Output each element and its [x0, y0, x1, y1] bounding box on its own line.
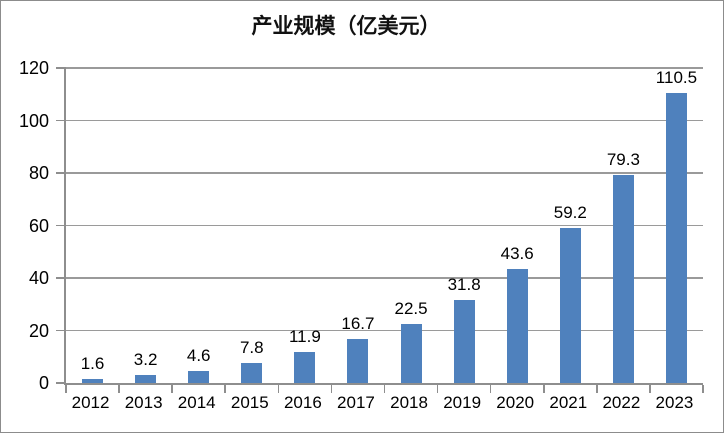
y-axis-tick-80 — [56, 172, 66, 174]
x-axis-tick-label-2014: 2014 — [177, 393, 216, 412]
bar-value-label-2022: 79.3 — [606, 149, 640, 169]
x-axis-tick-label-2012: 2012 — [71, 393, 110, 412]
x-axis-tick-label-2016: 2016 — [283, 393, 322, 412]
x-axis-tick — [596, 385, 598, 393]
bar-2022 — [612, 174, 634, 383]
y-axis-tick-label: 120 — [18, 58, 49, 78]
x-axis-tick-label-2015: 2015 — [230, 393, 269, 412]
x-axis-tick-label-2017: 2017 — [337, 393, 375, 412]
y-axis-tick-60 — [56, 224, 66, 227]
bar-2014 — [188, 370, 210, 383]
x-axis-tick — [65, 385, 67, 393]
bar-value-label-2015: 7.8 — [239, 337, 264, 357]
x-axis-tick-label-2022: 2022 — [602, 393, 641, 412]
y-axis-tick-20 — [56, 329, 66, 332]
bar-value-label-2018: 22.5 — [394, 298, 428, 318]
x-axis-tick — [542, 385, 545, 393]
bar-2019 — [453, 299, 475, 383]
x-axis-tick — [436, 385, 439, 393]
y-axis-tick-label: 40 — [28, 268, 49, 288]
y-axis-tick-label: 0 — [38, 373, 49, 393]
y-axis-tick-100 — [56, 119, 66, 122]
chart-title: 产业规模（亿美元） — [251, 13, 441, 38]
y-axis-tick-40 — [56, 277, 66, 279]
y-axis-tick-label: 80 — [28, 163, 49, 183]
gridline-40 — [66, 277, 703, 279]
x-axis-tick-label-2013: 2013 — [124, 393, 163, 412]
bar-2015 — [241, 362, 263, 383]
bar-value-label-2021: 59.2 — [553, 202, 587, 222]
x-axis-tick — [649, 385, 651, 393]
x-axis-tick-label-2018: 2018 — [390, 393, 428, 412]
gridline-80 — [66, 172, 703, 174]
bar-2012 — [82, 378, 104, 383]
x-axis-tick — [171, 385, 173, 393]
bar-value-label-2016: 11.9 — [288, 326, 321, 346]
x-axis-tick — [118, 385, 120, 393]
bar-value-label-2012: 1.6 — [80, 353, 105, 373]
y-axis-tick-label: 100 — [18, 110, 49, 131]
bar-2018 — [400, 323, 422, 383]
plot-area: 1.6 3.2 4.6 7.8 11.9 16.7 22.5 31.8 43.6 59.2 79.3… — [56, 67, 704, 393]
y-axis-tick-label: 20 — [28, 320, 49, 341]
bar-2016 — [294, 351, 316, 383]
x-axis-tick — [330, 385, 333, 393]
gridline-60 — [66, 224, 703, 227]
y-axis-tick-label: 60 — [28, 215, 49, 236]
bar-2017 — [347, 339, 369, 383]
x-axis-tick-label-2019: 2019 — [443, 393, 482, 412]
bar-value-label-2019: 31.8 — [447, 274, 481, 294]
x-axis-tick-label-2020: 2020 — [496, 393, 535, 412]
x-axis-tick — [224, 385, 227, 393]
bar-2023 — [665, 92, 687, 383]
bar-value-label-2014: 4.6 — [186, 345, 211, 365]
x-axis-tick — [383, 385, 386, 393]
x-axis-tick-label-2021: 2021 — [549, 393, 588, 412]
x-axis-tick — [277, 385, 280, 393]
bar-value-label-2020: 43.6 — [500, 243, 534, 263]
bar-value-label-2023: 110.5 — [655, 67, 698, 87]
x-axis-tick-label-2023: 2023 — [655, 393, 694, 412]
y-axis-tick-0 — [56, 382, 66, 384]
bar-value-label-2013: 3.2 — [133, 349, 158, 369]
x-axis-tick — [489, 385, 492, 393]
bar-value-label-2017: 16.7 — [341, 314, 375, 334]
gridline-100 — [66, 119, 703, 122]
bar-2021 — [559, 227, 581, 383]
bar-2020 — [506, 268, 528, 383]
gridline-20 — [66, 329, 703, 332]
x-axis-tick — [702, 385, 704, 393]
y-axis-tick-120 — [56, 67, 66, 69]
gridline-120 — [66, 67, 703, 69]
bar-2013 — [135, 374, 157, 383]
